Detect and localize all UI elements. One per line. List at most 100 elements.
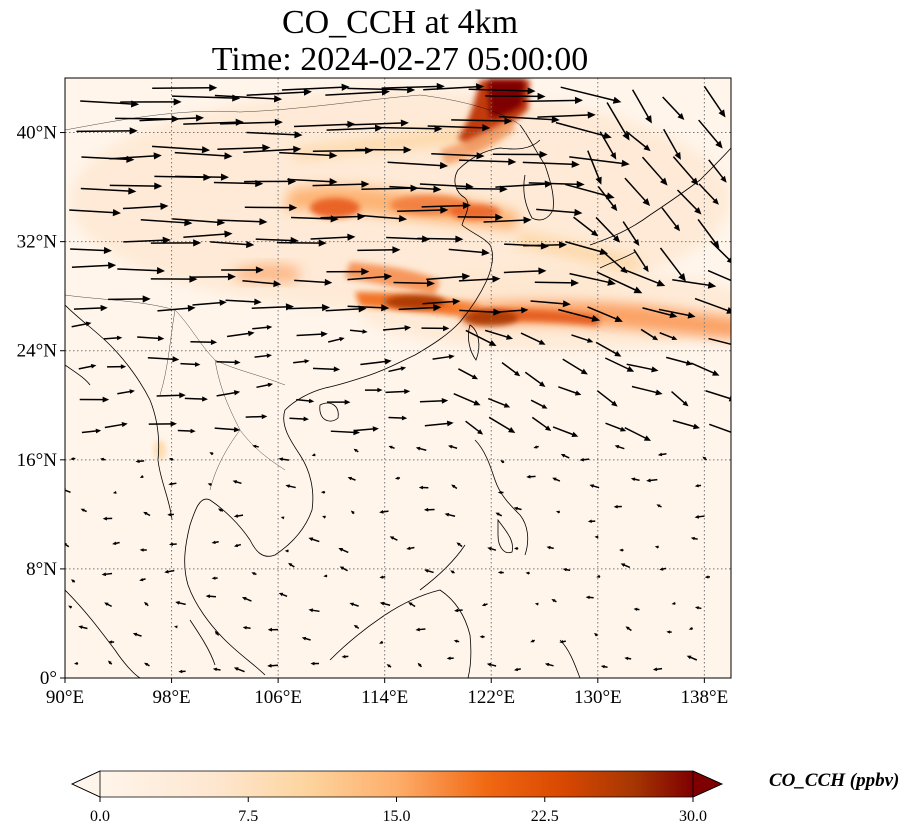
wind-arrow bbox=[174, 151, 233, 160]
wind-arrow bbox=[212, 667, 221, 672]
wind-arrow bbox=[579, 457, 590, 462]
wind-arrow bbox=[147, 356, 180, 363]
wind-arrow bbox=[144, 662, 150, 667]
wind-arrow bbox=[140, 219, 193, 227]
wind-arrow bbox=[418, 485, 429, 490]
wind-arrow bbox=[339, 566, 348, 572]
wind-arrow bbox=[397, 206, 449, 214]
wind-arrow bbox=[493, 307, 529, 314]
wind-arrow bbox=[444, 512, 456, 517]
wind-arrow bbox=[71, 579, 76, 583]
wind-arrow bbox=[387, 161, 449, 170]
wind-arrow bbox=[423, 507, 435, 512]
wind-arrow bbox=[671, 390, 689, 407]
wind-arrow bbox=[597, 185, 618, 212]
wind-arrow bbox=[175, 601, 186, 606]
wind-arrow bbox=[139, 548, 147, 552]
wind-arrow bbox=[288, 304, 331, 312]
wind-arrow bbox=[497, 570, 504, 575]
wind-arrow bbox=[486, 662, 497, 667]
wind-arrow bbox=[326, 399, 351, 405]
lat-tick-label: 0° bbox=[40, 668, 57, 689]
wind-arrow bbox=[289, 416, 309, 422]
wind-arrow bbox=[220, 118, 283, 126]
wind-arrow bbox=[168, 482, 177, 486]
wind-arrow bbox=[359, 214, 408, 223]
wind-arrow bbox=[671, 601, 676, 605]
wind-arrow bbox=[495, 512, 503, 517]
wind-arrow bbox=[448, 445, 458, 449]
wind-arrow bbox=[301, 636, 311, 641]
wind-arrow bbox=[280, 516, 285, 520]
wind-arrow bbox=[360, 358, 392, 366]
wind-arrow bbox=[488, 416, 516, 434]
wind-arrow bbox=[694, 297, 731, 314]
wind-arrow bbox=[338, 548, 349, 554]
wind-arrow bbox=[533, 445, 539, 449]
wind-arrow bbox=[148, 420, 177, 427]
wind-arrow bbox=[595, 341, 622, 357]
wind-arrow bbox=[139, 474, 144, 478]
wind-arrow bbox=[192, 299, 227, 306]
wind-arrow bbox=[310, 233, 356, 241]
wind-arrow bbox=[708, 337, 731, 346]
wind-arrow bbox=[209, 452, 214, 456]
wind-arrow bbox=[123, 236, 171, 244]
wind-arrow bbox=[453, 392, 481, 406]
wind-arrow bbox=[587, 150, 602, 185]
wind-arrow bbox=[216, 359, 241, 366]
wind-arrow bbox=[382, 325, 412, 331]
wind-arrow bbox=[465, 329, 497, 347]
wind-arrow bbox=[427, 124, 491, 132]
wind-arrow bbox=[243, 145, 302, 153]
wind-arrow bbox=[484, 329, 514, 340]
wind-arrow bbox=[349, 602, 359, 607]
wind-arrow bbox=[310, 661, 320, 666]
wind-arrow bbox=[281, 83, 350, 91]
wind-arrow bbox=[311, 453, 316, 457]
wind-arrow bbox=[686, 655, 698, 661]
wind-arrow bbox=[150, 239, 202, 247]
wind-arrow bbox=[631, 385, 663, 396]
wind-arrow bbox=[211, 540, 219, 545]
wind-arrow bbox=[183, 230, 233, 239]
wind-arrow bbox=[530, 300, 571, 308]
wind-arrow bbox=[552, 426, 579, 437]
wind-arrow bbox=[73, 304, 108, 312]
wind-arrow bbox=[325, 88, 390, 96]
wind-arrow bbox=[573, 216, 599, 237]
wind-arrow bbox=[500, 460, 505, 464]
wind-arrow bbox=[112, 541, 120, 545]
lon-tick-label: 98°E bbox=[152, 687, 190, 708]
wind-arrow bbox=[152, 84, 218, 92]
wind-arrow bbox=[76, 127, 138, 135]
wind-arrow bbox=[78, 625, 88, 630]
wind-arrow bbox=[135, 459, 145, 464]
wind-arrow bbox=[587, 519, 596, 523]
wind-arrow bbox=[178, 669, 186, 674]
wind-arrow bbox=[431, 152, 485, 160]
wind-arrow bbox=[530, 639, 536, 643]
wind-arrow bbox=[388, 415, 408, 421]
wind-arrow bbox=[180, 361, 201, 367]
wind-arrow bbox=[534, 602, 539, 606]
wind-arrow bbox=[117, 389, 135, 395]
wind-arrow bbox=[109, 182, 163, 190]
wind-arrow bbox=[389, 536, 398, 541]
wind-arrow bbox=[70, 457, 76, 461]
wind-arrow bbox=[218, 508, 224, 512]
coastlines bbox=[65, 124, 731, 678]
wind-arrow bbox=[698, 119, 723, 149]
wind-arrow bbox=[560, 454, 570, 459]
wind-arrow bbox=[497, 490, 504, 495]
wind-arrow bbox=[398, 304, 442, 312]
wind-arrow bbox=[613, 504, 622, 509]
wind-arrow bbox=[552, 477, 561, 482]
longitude-axis: 90°E 98°E 106°E 114°E 122°E 130°E 138°E bbox=[46, 678, 728, 708]
wind-arrow bbox=[226, 330, 255, 338]
wind-arrow bbox=[120, 98, 182, 106]
wind-arrow bbox=[214, 630, 220, 636]
wind-arrow bbox=[233, 667, 245, 673]
wind-arrow bbox=[498, 115, 560, 124]
wind-arrow bbox=[659, 332, 678, 341]
